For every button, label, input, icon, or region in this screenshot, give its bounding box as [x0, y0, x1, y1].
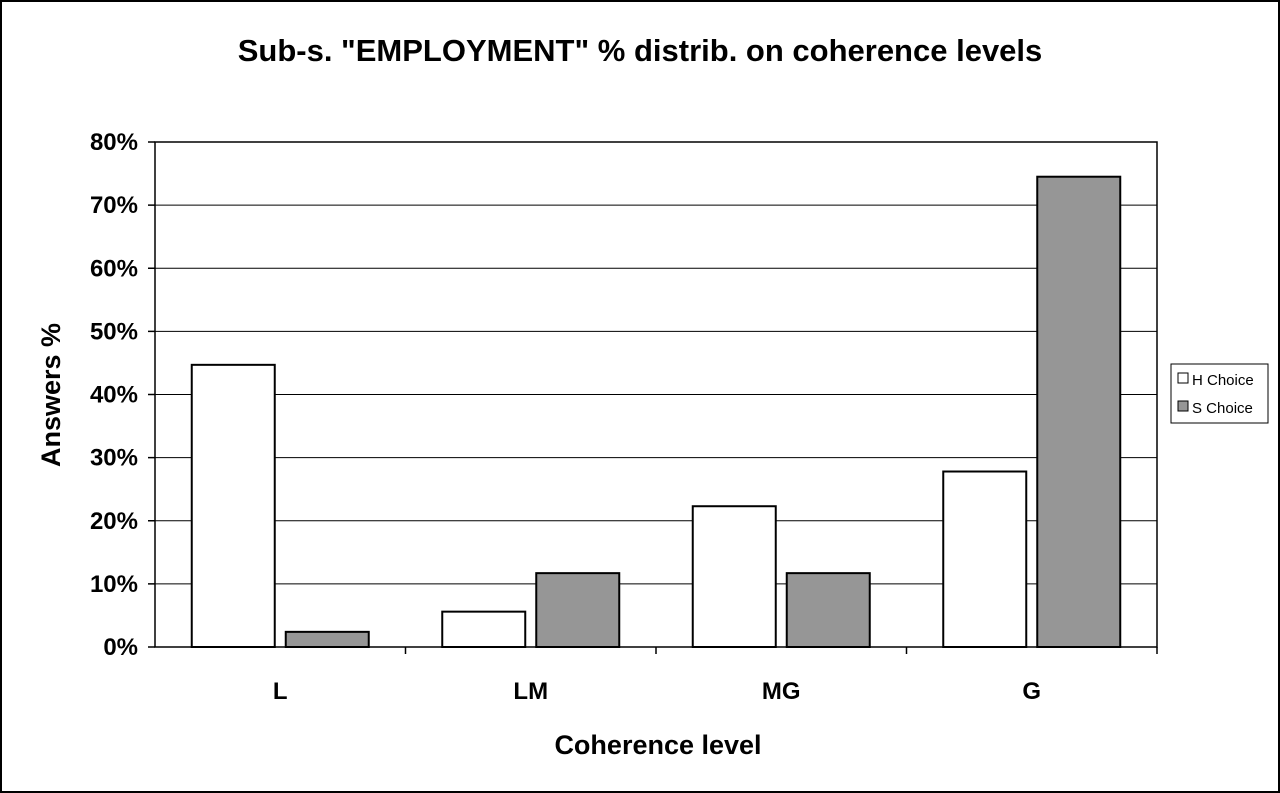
x-axis-title: Coherence level — [554, 730, 761, 760]
bar-h-choice-lm — [441, 610, 527, 649]
y-axis-ticks: 0% 10% 20% 30% 40% 50% 60% 70% 80% — [90, 129, 155, 661]
x-tick-label: LM — [513, 678, 548, 705]
bar-s-choice-g — [1036, 175, 1122, 648]
plot-area: 0% 10% 20% 30% 40% 50% 60% 70% 80% L LM MG G — [90, 129, 1158, 705]
legend-swatch-h-choice — [1177, 372, 1189, 384]
x-axis-ticks: L LM MG G — [273, 647, 1158, 705]
legend: H Choice S Choice — [1170, 363, 1269, 424]
legend-swatch-s-choice — [1177, 400, 1189, 412]
x-tick-label: MG — [762, 678, 801, 705]
x-tick-label: L — [273, 678, 288, 705]
y-tick-label: 20% — [90, 508, 138, 535]
bar-s-choice-mg — [785, 572, 871, 648]
y-tick-label: 70% — [90, 192, 138, 219]
bars — [190, 175, 1122, 649]
bar-h-choice-g — [942, 470, 1028, 649]
y-axis-title: Answers % — [36, 323, 66, 467]
y-tick-label: 60% — [90, 255, 138, 282]
chart-title: Sub-s. "EMPLOYMENT" % distrib. on cohere… — [238, 33, 1043, 68]
bar-h-choice-l — [190, 363, 276, 648]
bar-s-choice-lm — [535, 572, 621, 648]
y-tick-label: 30% — [90, 445, 138, 472]
y-tick-label: 50% — [90, 318, 138, 345]
x-tick-label: G — [1022, 678, 1041, 705]
gridlines — [155, 204, 1157, 585]
bar-s-choice-l — [284, 630, 370, 648]
y-tick-label: 80% — [90, 129, 138, 156]
bar-h-choice-mg — [691, 505, 777, 649]
legend-label-h-choice: H Choice — [1192, 372, 1254, 389]
y-tick-label: 10% — [90, 571, 138, 598]
legend-label-s-choice: S Choice — [1192, 400, 1253, 417]
y-tick-label: 40% — [90, 382, 138, 409]
y-tick-label: 0% — [103, 634, 138, 661]
